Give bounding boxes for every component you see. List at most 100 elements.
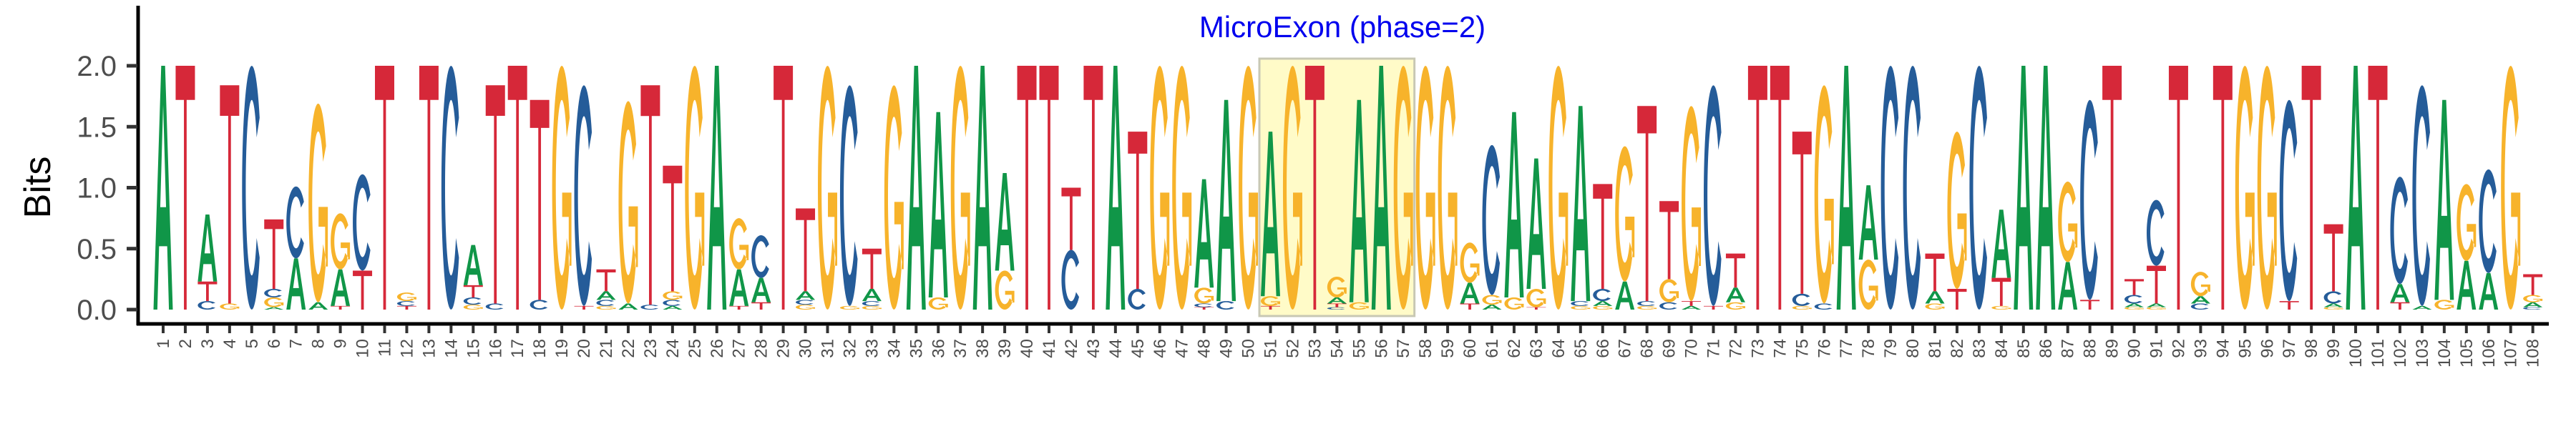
x-tick-label: 95 (2235, 339, 2255, 358)
x-tick-label: 76 (1815, 339, 1834, 358)
letter-C (441, 66, 459, 310)
letter-C (1194, 303, 1212, 307)
letter-A (264, 307, 284, 310)
x-tick-label: 5 (243, 339, 262, 348)
letter-T (1061, 187, 1081, 250)
logo-position-58 (1415, 66, 1435, 310)
letter-G (1571, 305, 1591, 310)
logo-position-94 (2212, 66, 2233, 310)
letter-A (1349, 99, 1369, 302)
x-tick-label: 19 (552, 339, 572, 358)
y-tick-label: 0.0 (77, 295, 117, 326)
logo-position-50 (1239, 66, 1259, 310)
letter-A (1216, 99, 1236, 302)
letter-C (1637, 301, 1655, 306)
letter-C (197, 301, 215, 310)
letter-T (1725, 253, 1745, 288)
x-tick-label: 98 (2302, 339, 2321, 358)
x-tick-label: 51 (1262, 339, 1281, 358)
x-tick-label: 34 (884, 339, 904, 358)
letter-A (286, 258, 306, 310)
logo-position-72 (1725, 253, 1745, 310)
logo-position-63 (1526, 158, 1546, 310)
logo-position-98 (2301, 66, 2321, 310)
letter-G (928, 297, 948, 310)
letter-T (796, 208, 816, 292)
x-tick-label: 100 (2346, 339, 2366, 368)
letter-G (1593, 305, 1613, 310)
letter-G (1438, 66, 1458, 310)
letter-C (353, 174, 371, 271)
letter-A (2457, 260, 2477, 310)
x-tick-label: 43 (1084, 339, 1103, 358)
logo-position-5 (242, 66, 260, 310)
letter-T (1460, 303, 1480, 310)
letter-C (1969, 66, 1987, 310)
x-tick-label: 89 (2103, 339, 2122, 358)
logo-position-74 (1770, 66, 1790, 310)
x-tick-label: 7 (287, 339, 306, 348)
logo-position-22 (618, 101, 638, 310)
letter-A (1593, 301, 1613, 306)
letter-C (1216, 301, 1234, 310)
letter-A (618, 303, 638, 310)
logo-position-62 (1504, 112, 1524, 310)
logo-position-11 (375, 66, 394, 310)
letter-C (640, 305, 658, 310)
x-tick-label: 59 (1438, 339, 1458, 358)
x-tick-label: 17 (508, 339, 527, 358)
letter-A (2147, 303, 2166, 307)
letter-C (2080, 99, 2098, 300)
letter-G (1659, 279, 1679, 302)
x-tick-label: 48 (1195, 339, 1214, 358)
letter-G (1150, 66, 1170, 310)
letter-A (308, 302, 328, 310)
letter-A (928, 112, 948, 297)
x-tick-label: 45 (1128, 339, 1148, 358)
x-tick-label: 57 (1394, 339, 1413, 358)
x-tick-label: 104 (2435, 339, 2454, 368)
x-tick-label: 82 (1948, 339, 1967, 358)
logo-position-76 (1814, 85, 1834, 310)
letter-T (1526, 307, 1546, 310)
logo-position-1 (153, 66, 173, 310)
x-tick-label: 72 (1726, 339, 1745, 358)
letter-T (375, 66, 394, 310)
logo-position-23 (640, 85, 660, 310)
logo-position-81 (1925, 253, 1945, 310)
letter-G (1504, 297, 1524, 310)
letter-T (1194, 307, 1214, 310)
letter-C (286, 186, 304, 259)
letter-A (1106, 66, 1126, 310)
letter-G (2501, 66, 2521, 310)
letter-G (839, 305, 859, 310)
letter-G (1947, 132, 1967, 289)
letter-C (1571, 301, 1589, 306)
letter-T (1304, 66, 1324, 310)
letter-A (1725, 287, 1745, 302)
x-tick-label: 24 (663, 339, 683, 358)
x-tick-label: 80 (1903, 339, 1923, 358)
letter-G (2235, 66, 2255, 310)
x-tick-label: 2 (176, 339, 195, 348)
x-tick-label: 16 (486, 339, 505, 358)
letter-T (2301, 66, 2321, 310)
x-tick-label: 42 (1062, 339, 1081, 358)
logo-position-87 (2058, 182, 2078, 310)
x-tick-label: 13 (419, 339, 439, 358)
logo-position-84 (1991, 209, 2011, 310)
logo-position-14 (441, 66, 459, 310)
letter-C (2323, 291, 2342, 304)
letter-T (1593, 184, 1613, 290)
x-tick-label: 86 (2036, 339, 2056, 358)
letter-G (1282, 66, 1302, 310)
letter-A (197, 214, 218, 282)
letter-T (2147, 265, 2166, 304)
x-tick-label: 26 (708, 339, 727, 358)
logo-position-30 (796, 208, 816, 310)
x-tick-label: 33 (862, 339, 882, 358)
letter-G (1925, 303, 1945, 310)
letter-T (220, 85, 240, 304)
letter-G (1637, 305, 1657, 310)
letter-G (818, 66, 837, 310)
